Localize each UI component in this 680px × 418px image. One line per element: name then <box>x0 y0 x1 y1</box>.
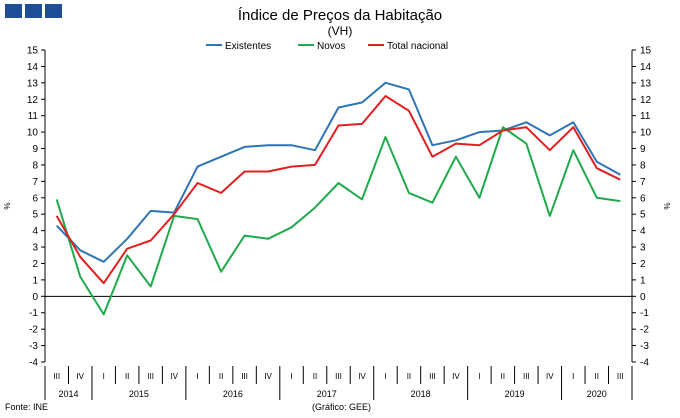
y-tick-label-left: 6 <box>32 193 38 204</box>
y-tick-label-right: 7 <box>640 177 646 188</box>
y-tick-label-right: -2 <box>640 325 649 336</box>
legend-label-novos: Novos <box>317 41 345 52</box>
logo-block-3 <box>45 4 62 18</box>
y-tick-label-left: 7 <box>32 177 38 188</box>
footer-source: Fonte: INE <box>5 402 49 412</box>
quarter-label: IV <box>546 372 554 381</box>
y-tick-label-right: 1 <box>640 275 646 286</box>
y-tick-label-left: 4 <box>32 226 38 237</box>
y-tick-label-left: 9 <box>32 144 38 155</box>
y-tick-label-right: -3 <box>640 341 649 352</box>
y-tick-label-left: 1 <box>32 275 38 286</box>
y-tick-label-left: 13 <box>27 78 39 89</box>
y-tick-label-right: 2 <box>640 259 646 270</box>
year-label: 2017 <box>317 389 337 399</box>
y-tick-label-right: 3 <box>640 243 646 254</box>
quarter-label: I <box>103 372 105 381</box>
y-tick-label-left: 12 <box>27 95 39 106</box>
year-label: 2018 <box>411 389 431 399</box>
quarter-label: III <box>429 372 436 381</box>
y-tick-label-right: 14 <box>640 62 652 73</box>
quarter-label: III <box>523 372 530 381</box>
y-tick-label-right: 5 <box>640 210 646 221</box>
logo-block-1 <box>5 4 22 18</box>
quarter-label: IV <box>264 372 272 381</box>
y-tick-label-left: 5 <box>32 210 38 221</box>
y-tick-label-left: -4 <box>29 358 38 369</box>
quarter-label: IV <box>170 372 178 381</box>
quarter-label: III <box>617 372 624 381</box>
quarter-label: I <box>197 372 199 381</box>
y-tick-label-left: 2 <box>32 259 38 270</box>
y-tick-label-right: 12 <box>640 95 652 106</box>
y-tick-label-left: -3 <box>29 341 38 352</box>
y-tick-label-right: -4 <box>640 358 649 369</box>
y-tick-label-left: 3 <box>32 243 38 254</box>
legend-label-total-nacional: Total nacional <box>387 41 448 52</box>
y-tick-label-left: -2 <box>29 325 38 336</box>
quarter-label: II <box>407 372 411 381</box>
quarter-label: II <box>313 372 317 381</box>
legend-label-existentes: Existentes <box>225 41 271 52</box>
quarter-label: IV <box>76 372 84 381</box>
quarter-label: IV <box>358 372 366 381</box>
quarter-label: I <box>290 372 292 381</box>
quarter-label: III <box>147 372 154 381</box>
chart-subtitle: (VH) <box>327 24 353 38</box>
quarter-label: I <box>572 372 574 381</box>
y-tick-label-left: 10 <box>27 128 39 139</box>
y-axis-label-left: % <box>3 202 12 209</box>
y-tick-label-left: 0 <box>32 292 38 303</box>
quarter-label: I <box>384 372 386 381</box>
y-tick-label-left: 8 <box>32 160 38 171</box>
y-tick-label-right: 8 <box>640 160 646 171</box>
y-tick-label-right: 10 <box>640 128 652 139</box>
logo-block-2 <box>25 4 42 18</box>
series-line-existentes <box>55 81 621 263</box>
y-tick-label-right: 9 <box>640 144 646 155</box>
y-tick-label-right: 15 <box>640 46 652 57</box>
year-label: 2020 <box>587 389 607 399</box>
series-line-novos <box>55 126 621 316</box>
y-axis-label-right: % <box>663 202 672 209</box>
quarter-label: II <box>219 372 223 381</box>
year-label: 2015 <box>129 389 149 399</box>
quarter-label: III <box>53 372 60 381</box>
chart-title: Índice de Preços da Habitação <box>237 7 443 24</box>
y-tick-label-left: 11 <box>28 111 39 122</box>
y-tick-label-right: 6 <box>640 193 646 204</box>
quarter-label: II <box>595 372 599 381</box>
quarter-label: III <box>335 372 342 381</box>
y-tick-label-right: 0 <box>640 292 646 303</box>
y-tick-label-left: 15 <box>27 46 39 57</box>
y-tick-label-right: -1 <box>640 308 649 319</box>
footer-credit: (Gráfico: GEE) <box>312 402 372 412</box>
year-label: 2019 <box>505 389 525 399</box>
quarter-label: II <box>125 372 129 381</box>
series-line-total-nacional <box>55 95 621 285</box>
year-label: 2016 <box>223 389 243 399</box>
quarter-label: I <box>478 372 480 381</box>
y-tick-label-right: 11 <box>640 111 651 122</box>
y-tick-label-left: 14 <box>27 62 39 73</box>
y-tick-label-right: 13 <box>640 78 652 89</box>
quarter-label: II <box>501 372 505 381</box>
quarter-label: IV <box>452 372 460 381</box>
y-tick-label-right: 4 <box>640 226 646 237</box>
year-label: 2014 <box>58 389 78 399</box>
y-tick-label-left: -1 <box>29 308 38 319</box>
quarter-label: III <box>241 372 248 381</box>
